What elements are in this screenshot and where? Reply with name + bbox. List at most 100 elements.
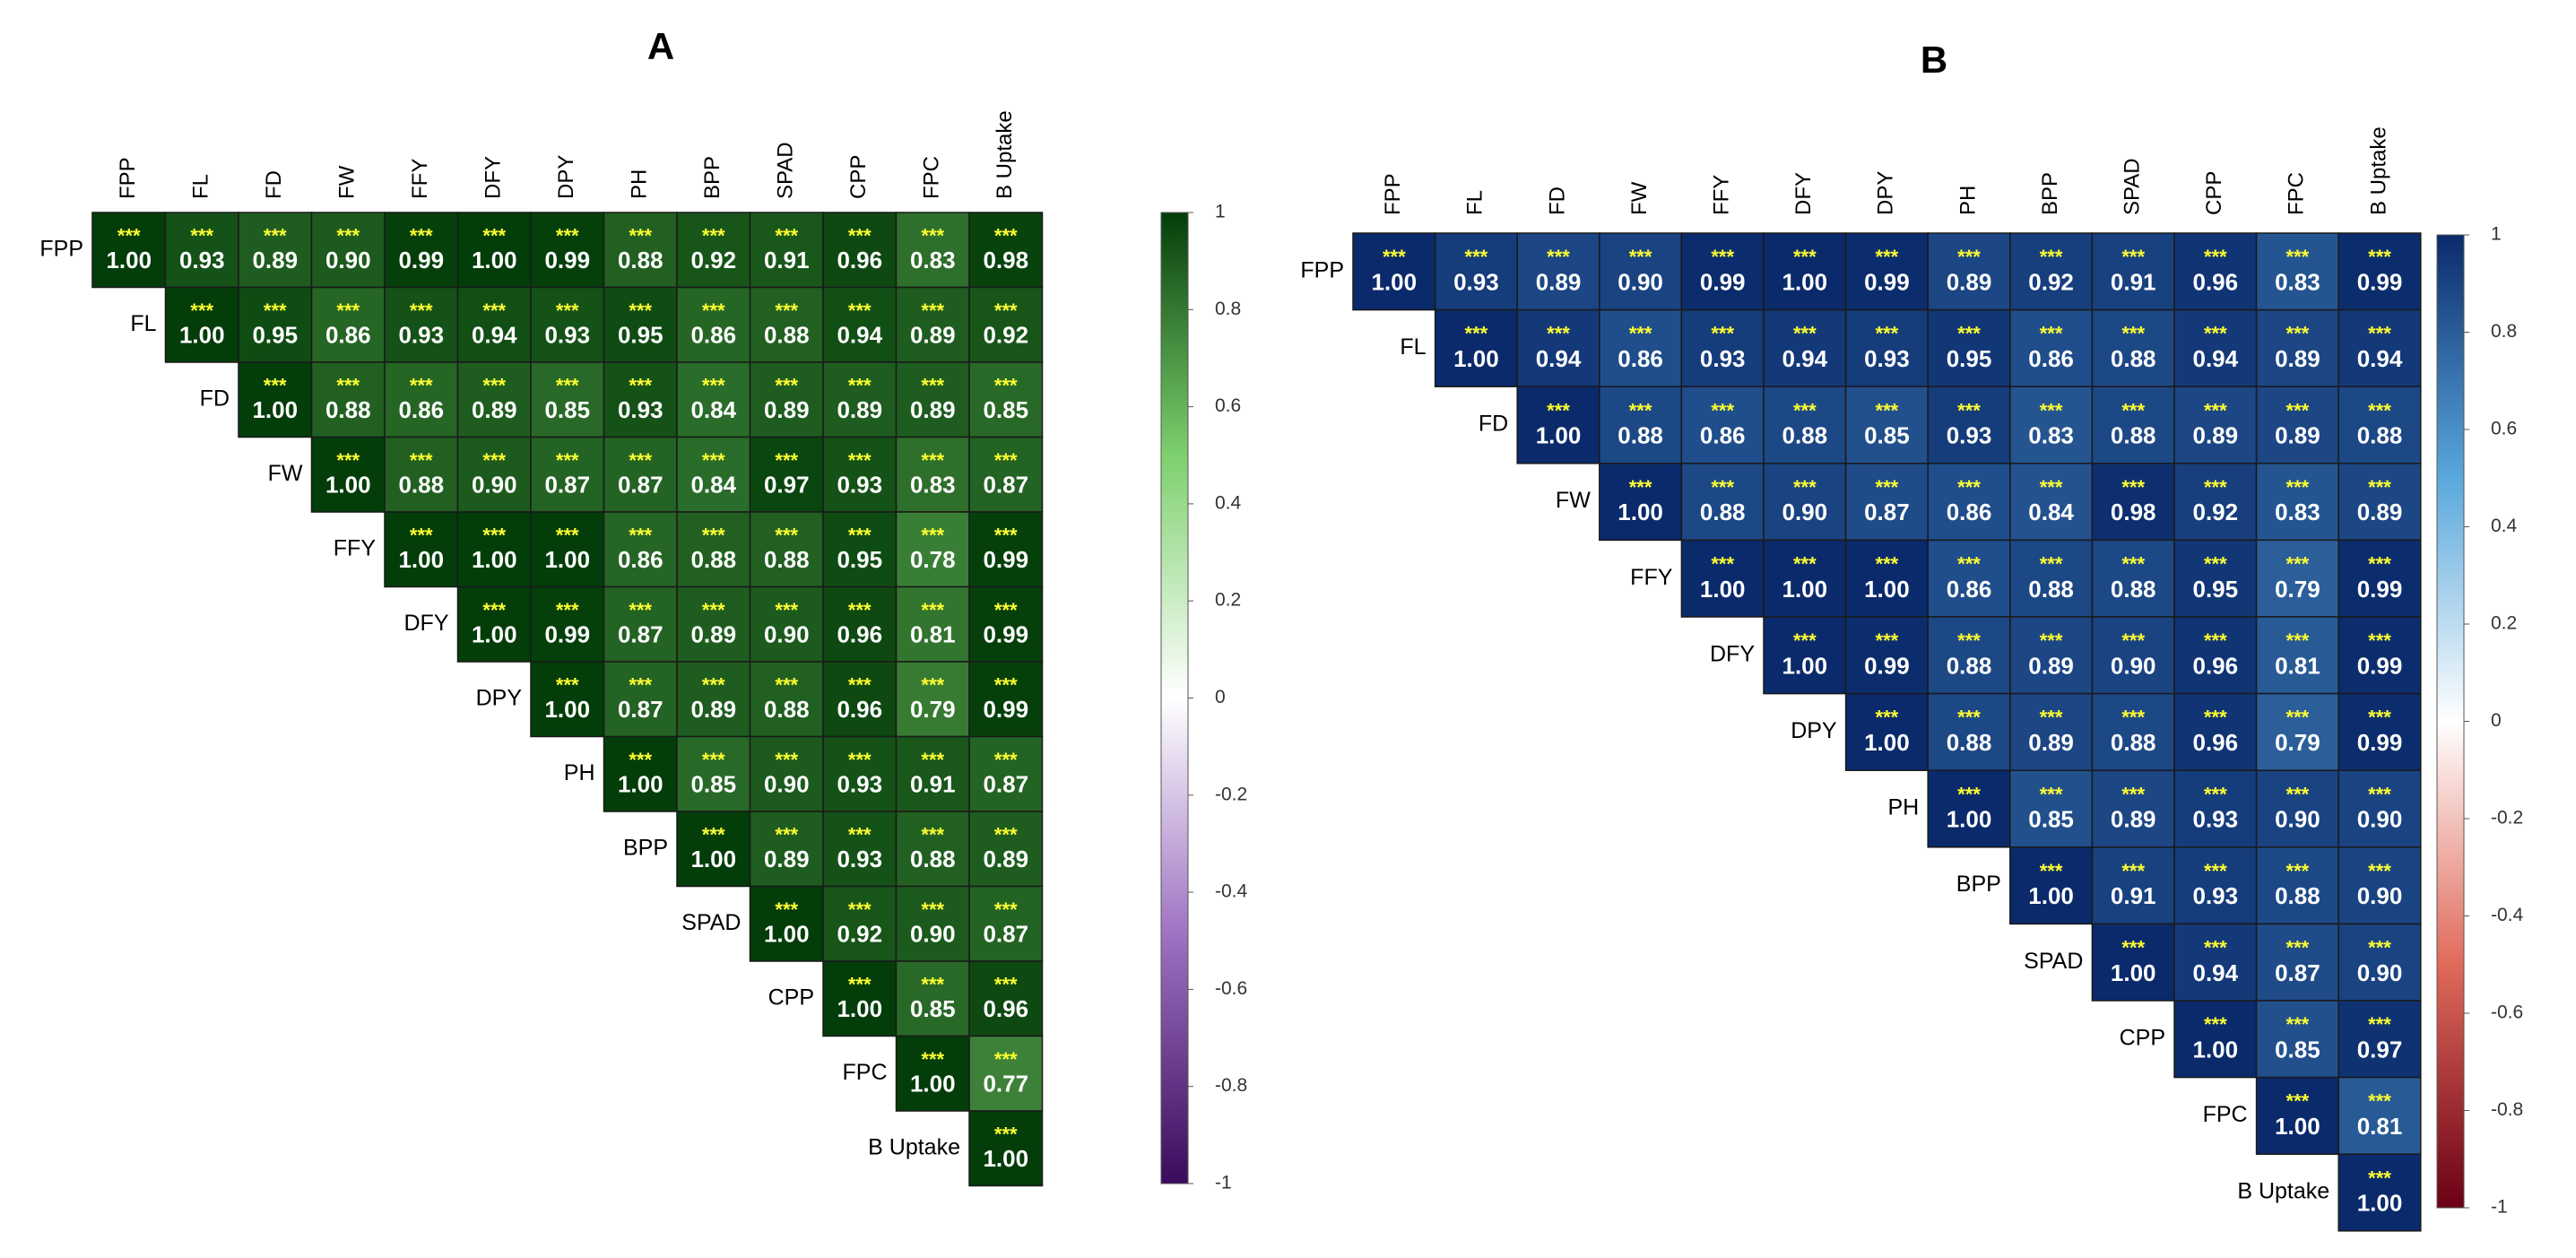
significance-stars: *** [482, 299, 506, 322]
significance-stars: *** [848, 299, 872, 322]
heatmap-cell [895, 511, 970, 588]
significance-stars: *** [2286, 629, 2310, 652]
correlation-value: 0.89 [2275, 422, 2320, 449]
significance-stars: *** [848, 374, 872, 396]
correlation-value: 0.93 [837, 846, 882, 872]
correlation-value: 0.90 [2275, 806, 2320, 833]
correlation-value: 1.00 [1864, 576, 1910, 603]
significance-stars: *** [921, 973, 944, 995]
correlation-value: 0.95 [1947, 345, 1992, 372]
heatmap-cell [895, 436, 970, 513]
correlation-value: 0.93 [1700, 345, 1746, 372]
correlation-value: 0.96 [837, 620, 882, 647]
heatmap-cell [749, 436, 824, 513]
heatmap-cell [749, 811, 824, 888]
correlation-value: 0.93 [2192, 882, 2238, 909]
heatmap-cell [456, 361, 532, 438]
significance-stars: *** [1711, 323, 1734, 345]
correlation-value: 1.00 [325, 471, 371, 498]
correlation-value: 0.95 [252, 321, 298, 348]
row-label: SPAD [681, 910, 741, 935]
colorbar [2436, 234, 2465, 1209]
significance-stars: *** [921, 299, 944, 322]
heatmap-cell [2009, 616, 2094, 695]
heatmap-cell [749, 885, 824, 962]
column-label: FPP [1381, 173, 1405, 215]
correlation-value: 0.95 [2192, 576, 2238, 603]
correlation-value: 0.87 [1864, 499, 1910, 525]
correlation-value: 0.79 [910, 696, 956, 723]
correlation-value: 0.94 [472, 321, 517, 348]
correlation-value: 0.93 [1864, 345, 1910, 372]
correlation-value: 0.87 [618, 696, 664, 723]
heatmap-cell [2091, 616, 2175, 695]
significance-stars: *** [2368, 707, 2391, 729]
significance-stars: *** [1711, 476, 1734, 499]
colorbar-tick-label: 0.8 [2491, 321, 2517, 342]
correlation-value: 0.92 [983, 321, 1028, 348]
correlation-value: 0.96 [2192, 268, 2238, 295]
correlation-value: 1.00 [2357, 1190, 2403, 1217]
colorbar-tick-label: 1 [1215, 202, 1226, 222]
correlation-value: 0.97 [2357, 1036, 2403, 1063]
correlation-value: 1.00 [252, 396, 298, 423]
correlation-value: 0.86 [398, 396, 444, 423]
heatmap-cell [676, 511, 751, 588]
heatmap-cell [2337, 539, 2422, 618]
correlation-value: 0.93 [398, 321, 444, 348]
row-label: FL [130, 311, 156, 336]
significance-stars: *** [994, 224, 1018, 247]
heatmap-cell [822, 586, 898, 663]
correlation-value: 1.00 [2111, 959, 2156, 986]
significance-stars: *** [2040, 399, 2063, 421]
colorbar-tick-label: 0.8 [1215, 299, 1241, 319]
significance-stars: *** [556, 224, 579, 247]
correlation-value: 1.00 [1536, 422, 1582, 449]
heatmap-cell [456, 436, 532, 513]
significance-stars: *** [848, 449, 872, 472]
correlation-value: 0.93 [544, 321, 590, 348]
significance-stars: *** [1876, 629, 1899, 652]
column-label: DFY [1791, 172, 1816, 215]
correlation-value: 0.96 [983, 995, 1028, 1022]
heatmap-cell [2091, 386, 2175, 464]
correlation-value: 0.99 [1864, 652, 1910, 679]
correlation-value: 1.00 [1371, 268, 1417, 295]
heatmap-cell [2091, 769, 2175, 848]
correlation-value: 0.92 [2192, 499, 2238, 525]
correlation-value: 0.99 [2357, 576, 2403, 603]
heatmap-cell [1844, 463, 1929, 542]
significance-stars: *** [2204, 936, 2227, 959]
correlation-value: 1.00 [2028, 882, 2074, 909]
significance-stars: *** [848, 749, 872, 771]
significance-stars: *** [1876, 323, 1899, 345]
significance-stars: *** [2368, 552, 2391, 575]
correlation-value: 1.00 [1947, 806, 1992, 833]
heatmap-cell [676, 811, 751, 888]
correlation-value: 0.90 [910, 920, 956, 947]
row-label: B Uptake [868, 1134, 960, 1159]
significance-stars: *** [410, 224, 433, 247]
significance-stars: *** [2204, 476, 2227, 499]
significance-stars: *** [1711, 246, 1734, 268]
significance-stars: *** [2121, 476, 2145, 499]
correlation-value: 0.87 [618, 471, 664, 498]
heatmap-cell [968, 960, 1044, 1037]
significance-stars: *** [1629, 399, 1652, 421]
heatmap-cell [968, 885, 1044, 962]
correlation-value: 0.90 [1782, 499, 1827, 525]
significance-stars: *** [2286, 399, 2310, 421]
column-label: B Uptake [2366, 126, 2390, 215]
panel-b-correlation-heatmap: B FPP FL FD FW FFY DFY DPY PH BPP SPAD CPP FPC B Upta… [1300, 39, 2524, 1232]
correlation-value: 1.00 [472, 546, 517, 573]
heatmap-cell [1352, 232, 1436, 311]
significance-stars: *** [994, 973, 1018, 995]
significance-stars: *** [2121, 552, 2145, 575]
correlation-value: 0.89 [910, 396, 956, 423]
significance-stars: *** [2204, 1013, 2227, 1036]
significance-stars: *** [629, 673, 652, 696]
correlation-value: 0.88 [2275, 882, 2320, 909]
correlation-value: 0.90 [2111, 652, 2156, 679]
correlation-value: 0.84 [690, 471, 736, 498]
